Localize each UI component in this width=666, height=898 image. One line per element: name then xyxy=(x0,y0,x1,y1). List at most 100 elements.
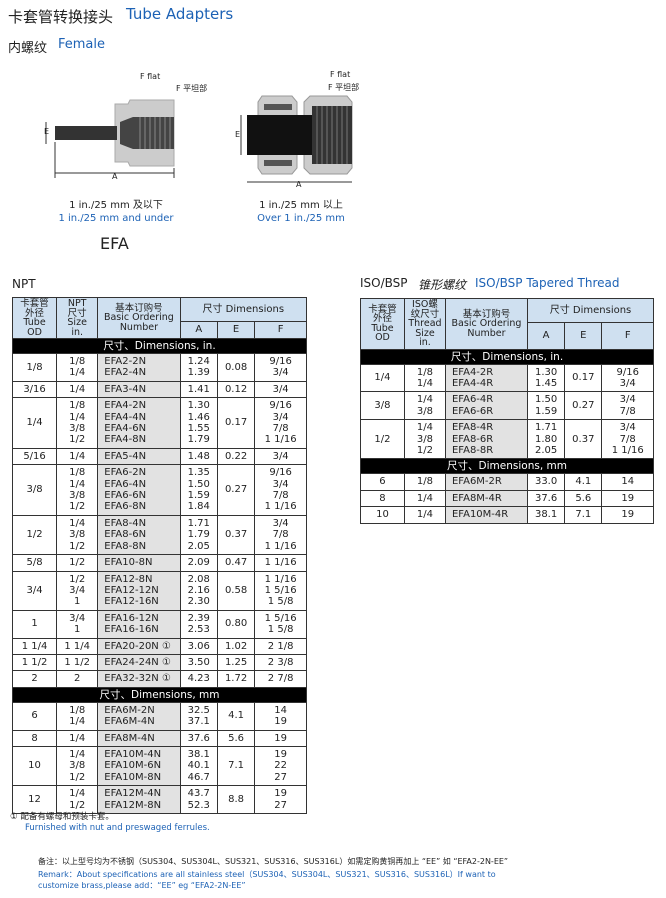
cell-dim-a: 1.41 xyxy=(179,380,218,399)
header-dimensions: 尺寸 Dimensions xyxy=(179,297,308,322)
cell-size: 1 1/2 xyxy=(56,653,99,672)
dim-e-label-right: E xyxy=(235,130,241,139)
cell-dim-e: 1.02 xyxy=(216,637,256,655)
section-band: 尺寸、Dimensions, in. xyxy=(360,348,654,365)
cell-ordering-number-line: EFA6-4R xyxy=(451,394,494,406)
cell-dim-f: 19 xyxy=(254,729,307,747)
cell-ordering-number-line: EFA6-2N xyxy=(104,467,147,479)
cell-size-line: 1/8 xyxy=(69,467,86,479)
table-row: 10 1/4 3/8 1/2 EFA10M-4N EFA10M-6N EFA10M-8N 38… xyxy=(11,745,307,787)
cell-size: 1/4 xyxy=(56,447,99,466)
cell-dim-f-line: 3/4 xyxy=(619,422,636,434)
cell-size-line: 1/4 xyxy=(69,748,86,760)
cell-dim-f-line: 9/16 xyxy=(269,356,292,367)
cell-ordering-number: EFA2-2N EFA2-4N xyxy=(97,353,181,382)
cell-size-line: 1/4 xyxy=(416,422,433,434)
header-dim-e: E xyxy=(216,321,256,339)
cell-dim-a: 1.71 1.80 2.05 xyxy=(526,419,566,460)
cell-dim-a: 1.48 xyxy=(179,447,218,466)
header-dim-f: F xyxy=(601,322,654,350)
cell-size-line: 1/2 xyxy=(69,771,86,783)
cell-dim-f-line: 2 3/8 xyxy=(267,656,294,668)
dim-a-label: A xyxy=(112,172,118,181)
cell-dim-e: 7.1 xyxy=(564,506,603,524)
cell-dim-f-line: 1 5/8 xyxy=(267,624,294,636)
cell-dim-a-line: 2.08 xyxy=(187,573,210,585)
cell-dim-f-line: 3/4 xyxy=(272,450,289,462)
table-row: 1/4 1/8 1/4 3/8 1/2 EFA4-2N EFA4-4N EFA4-6N EFA4… xyxy=(11,397,307,449)
cell-dim-e: 1.25 xyxy=(216,653,256,672)
f-flat-cn-label-right: F 平坦部 xyxy=(328,83,360,92)
cell-ordering-number-line: EFA10M-4N xyxy=(104,748,162,760)
cell-size: 1/4 3/8 1/2 xyxy=(403,419,446,460)
table-row: 1/8 1/8 1/4 EFA2-2N EFA2-4N 1.24 1.39 0.08 9/16 3… xyxy=(11,353,307,382)
cell-size-line: 3/8 xyxy=(416,405,433,417)
cell-size-line: 3/8 xyxy=(416,433,433,445)
cell-ordering-number-line: EFA4-4N xyxy=(104,411,147,423)
remark-en-1: Remark：About specifications are all stai… xyxy=(38,870,496,879)
cell-dim-f: 3/4 7/8 xyxy=(601,391,654,421)
cell-ordering-number: EFA32-32N ① xyxy=(97,670,181,688)
cell-dim-f-line: 9/16 xyxy=(269,467,292,479)
header-size: ISO螺 纹尺寸 Thread Size in. xyxy=(403,298,446,350)
cell-size-line: 1/4 xyxy=(416,509,433,521)
table-row: 1 1/4 1 1/4 EFA20-20N ① 3.06 1.02 2 1/8 xyxy=(11,637,307,655)
small-adapter-diagram xyxy=(45,99,175,178)
cell-dim-a: 1.35 1.50 1.59 1.84 xyxy=(179,464,218,516)
cell-ordering-number-line: EFA6-4N xyxy=(104,478,147,490)
cell-size: 1/4 xyxy=(403,489,446,508)
cell-ordering-number: EFA8M-4R xyxy=(444,489,528,508)
cell-size-line: 1/8 xyxy=(69,356,86,367)
cell-ordering-number-line: EFA6-6R xyxy=(451,405,494,417)
cell-dim-a-line: 2.09 xyxy=(187,557,210,569)
cell-ordering-number-line: EFA12-16N xyxy=(104,596,159,608)
cell-dim-a-line: 2.05 xyxy=(534,444,558,456)
table-row: 5/8 1/2 EFA10-8N 2.09 0.47 1 1/16 xyxy=(11,554,307,572)
cell-size: 1/8 1/4 3/8 1/2 xyxy=(56,464,99,516)
cell-dim-e: 1.72 xyxy=(216,670,256,688)
cell-dim-f: 1 1/16 1 5/16 1 5/8 xyxy=(254,570,307,611)
cell-dim-f-line: 7/8 xyxy=(619,433,636,445)
subtitle-cn: 内螺纹 xyxy=(8,41,48,56)
cell-dim-e: 5.6 xyxy=(564,489,603,508)
cell-size-line: 1/4 xyxy=(69,411,86,423)
cell-dim-a: 33.0 xyxy=(526,473,566,491)
cell-dim-a-line: 1.48 xyxy=(187,450,210,462)
cell-ordering-number-line: EFA6M-4N xyxy=(104,716,155,728)
cell-dim-f-line: 1 1/16 xyxy=(264,540,297,552)
cell-dim-e: 0.47 xyxy=(216,554,256,572)
cell-dim-a-line: 43.7 xyxy=(187,788,210,800)
cell-tube-od: 10 xyxy=(11,745,58,787)
cell-dim-f: 9/16 3/4 7/8 1 1/16 xyxy=(254,397,307,449)
cell-dim-f-line: 9/16 xyxy=(269,400,292,412)
cell-dim-a-line: 40.1 xyxy=(187,760,210,772)
cell-tube-od: 1/4 xyxy=(360,363,405,393)
cell-ordering-number-line: EFA8-6R xyxy=(451,433,494,445)
cell-ordering-number: EFA24-24N ① xyxy=(97,653,181,672)
cell-dim-f-line: 7/8 xyxy=(272,490,289,502)
cell-dim-a-line: 3.50 xyxy=(187,656,210,668)
table-row: 5/16 1/4 EFA5-4N 1.48 0.22 3/4 xyxy=(11,447,307,466)
footnote-cn: ① 配备有螺母和预装卡套。 xyxy=(10,812,114,822)
cell-tube-od: 8 xyxy=(11,729,58,747)
cell-ordering-number-line: EFA5-4N xyxy=(104,450,147,462)
remark-en-2: customize brass,please add：“EE” eg “EFA2… xyxy=(38,881,246,890)
cell-tube-od: 8 xyxy=(360,489,405,508)
cell-size-line: 1/4 xyxy=(416,492,433,504)
cell-dim-f-line: 3/4 xyxy=(272,367,289,379)
cell-dim-f-line: 1 5/16 xyxy=(264,612,297,624)
cell-size-line: 1/2 xyxy=(69,540,86,552)
cell-size-line: 1/4 xyxy=(69,367,86,379)
cell-dim-a-line: 1.30 xyxy=(187,400,210,412)
cell-tube-od: 1/8 xyxy=(11,353,58,382)
cell-dim-a-line: 1.45 xyxy=(534,377,558,389)
cell-dim-a: 2.39 2.53 xyxy=(179,609,218,639)
cell-ordering-number-line: EFA10M-6N xyxy=(104,760,162,772)
cell-dim-a-line: 1.71 xyxy=(187,517,210,529)
cell-dim-a-line: 2.16 xyxy=(187,584,210,596)
cell-tube-od: 3/8 xyxy=(360,391,405,421)
cell-size-line: 1/2 xyxy=(69,557,86,569)
table-row: 1 3/4 1 EFA16-12N EFA16-16N 2.39 2.53 0.80 1 5/1… xyxy=(11,609,307,639)
subtitle-en: Female xyxy=(58,37,106,52)
